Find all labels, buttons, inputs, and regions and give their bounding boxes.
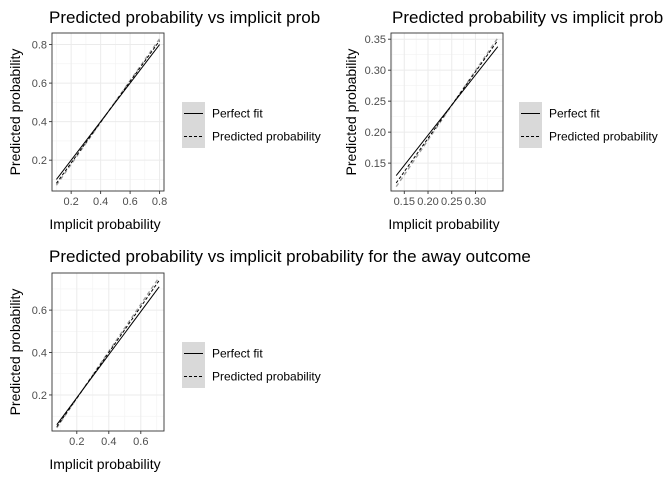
y-tick-label: 0.6 [32,305,47,317]
series-line-perfect-fit [56,44,160,180]
x-tick-label: 0.8 [152,196,167,208]
x-tick-label: 0.25 [441,196,462,208]
x-axis-title: Implicit probability [388,216,499,232]
series-line-perfect-fit [395,46,499,176]
y-tick-label: 0.4 [32,117,47,129]
x-tick-label: 0.4 [93,196,108,208]
y-tick-label: 0.8 [32,40,47,52]
panel-border [51,272,165,432]
legend-label: Perfect fit [212,347,263,361]
x-tick-label: 0.6 [122,196,137,208]
y-tick-label: 0.4 [32,348,47,360]
legend-label: Perfect fit [549,107,600,121]
series-line-reference [56,276,160,429]
legend-label: Perfect fit [212,107,263,121]
y-tick-label: 0.30 [365,65,386,77]
y-tick-label: 0.35 [365,34,386,46]
x-tick-label: 0.2 [69,436,84,448]
panel-border [390,32,504,192]
y-tick-label: 0.2 [32,155,47,167]
y-axis-title: Predicted probability [7,49,23,176]
chart-panel-2: Predicted probability vs implicit prob 0.… [343,8,663,232]
chart-panel-1: Predicted probability vs implicit prob 0.… [7,8,321,232]
x-axis-title: Implicit probability [49,456,160,472]
series-line-reference [55,38,161,186]
legend-key [182,365,205,388]
y-tick-label: 0.6 [32,78,47,90]
legend: Perfect fit Predicted probability [182,342,321,388]
legend: Perfect fit Predicted probability [519,102,658,148]
x-axis-title: Implicit probability [49,216,160,232]
y-tick-label: 0.20 [365,127,386,139]
legend-label: Predicted probability [212,370,321,384]
x-tick-label: 0.20 [417,196,438,208]
x-tick-label: 0.2 [64,196,79,208]
x-tick-label: 0.4 [101,436,116,448]
y-axis-title: Predicted probability [343,49,359,176]
chart-title: Predicted probability vs implicit prob [49,8,320,27]
chart-title: Predicted probability vs implicit probab… [49,247,531,266]
series-line-perfect-fit [56,286,160,425]
series-line-reference [395,37,499,188]
legend: Perfect fit Predicted probability [182,102,321,148]
panel-border [51,32,165,192]
y-tick-label: 0.15 [365,158,386,170]
legend-key [519,125,542,148]
legend-label: Predicted probability [212,130,321,144]
x-tick-label: 0.15 [394,196,415,208]
y-tick-label: 0.2 [32,390,47,402]
x-tick-label: 0.6 [133,436,148,448]
y-axis-title: Predicted probability [7,289,23,416]
x-tick-label: 0.30 [465,196,486,208]
legend-key [182,125,205,148]
y-tick-label: 0.25 [365,96,386,108]
legend-label: Predicted probability [549,130,658,144]
chart-title: Predicted probability vs implicit prob [392,8,663,27]
chart-panel-3: Predicted probability vs implicit probab… [7,247,531,472]
